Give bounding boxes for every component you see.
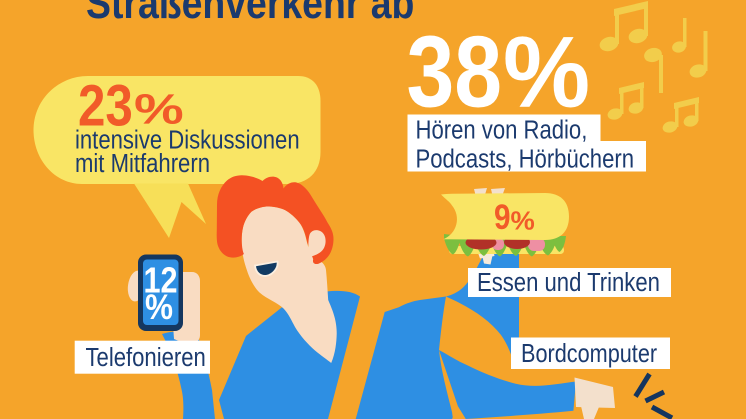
svg-text:Podcasts, Hörbüchern: Podcasts, Hörbüchern	[416, 145, 634, 174]
svg-text:Hören von Radio,: Hören von Radio,	[416, 116, 588, 145]
svg-text:mit Mitfahrern: mit Mitfahrern	[75, 149, 210, 178]
svg-text:Telefonieren: Telefonieren	[86, 343, 206, 372]
svg-text:9: 9	[494, 198, 511, 237]
svg-text:12: 12	[143, 261, 177, 301]
svg-text:%: %	[511, 206, 535, 235]
svg-text:%: %	[503, 16, 590, 129]
svg-text:23: 23	[78, 74, 133, 139]
svg-text:Bordcomputer: Bordcomputer	[521, 340, 657, 368]
svg-text:%: %	[145, 289, 173, 328]
svg-text:38: 38	[407, 15, 502, 128]
svg-text:Essen und Trinken: Essen und Trinken	[477, 268, 660, 297]
svg-text:%: %	[134, 85, 184, 133]
svg-text:intensive Diskussionen: intensive Diskussionen	[75, 126, 300, 155]
svg-text:Straßenverkehr ab: Straßenverkehr ab	[86, 0, 414, 28]
